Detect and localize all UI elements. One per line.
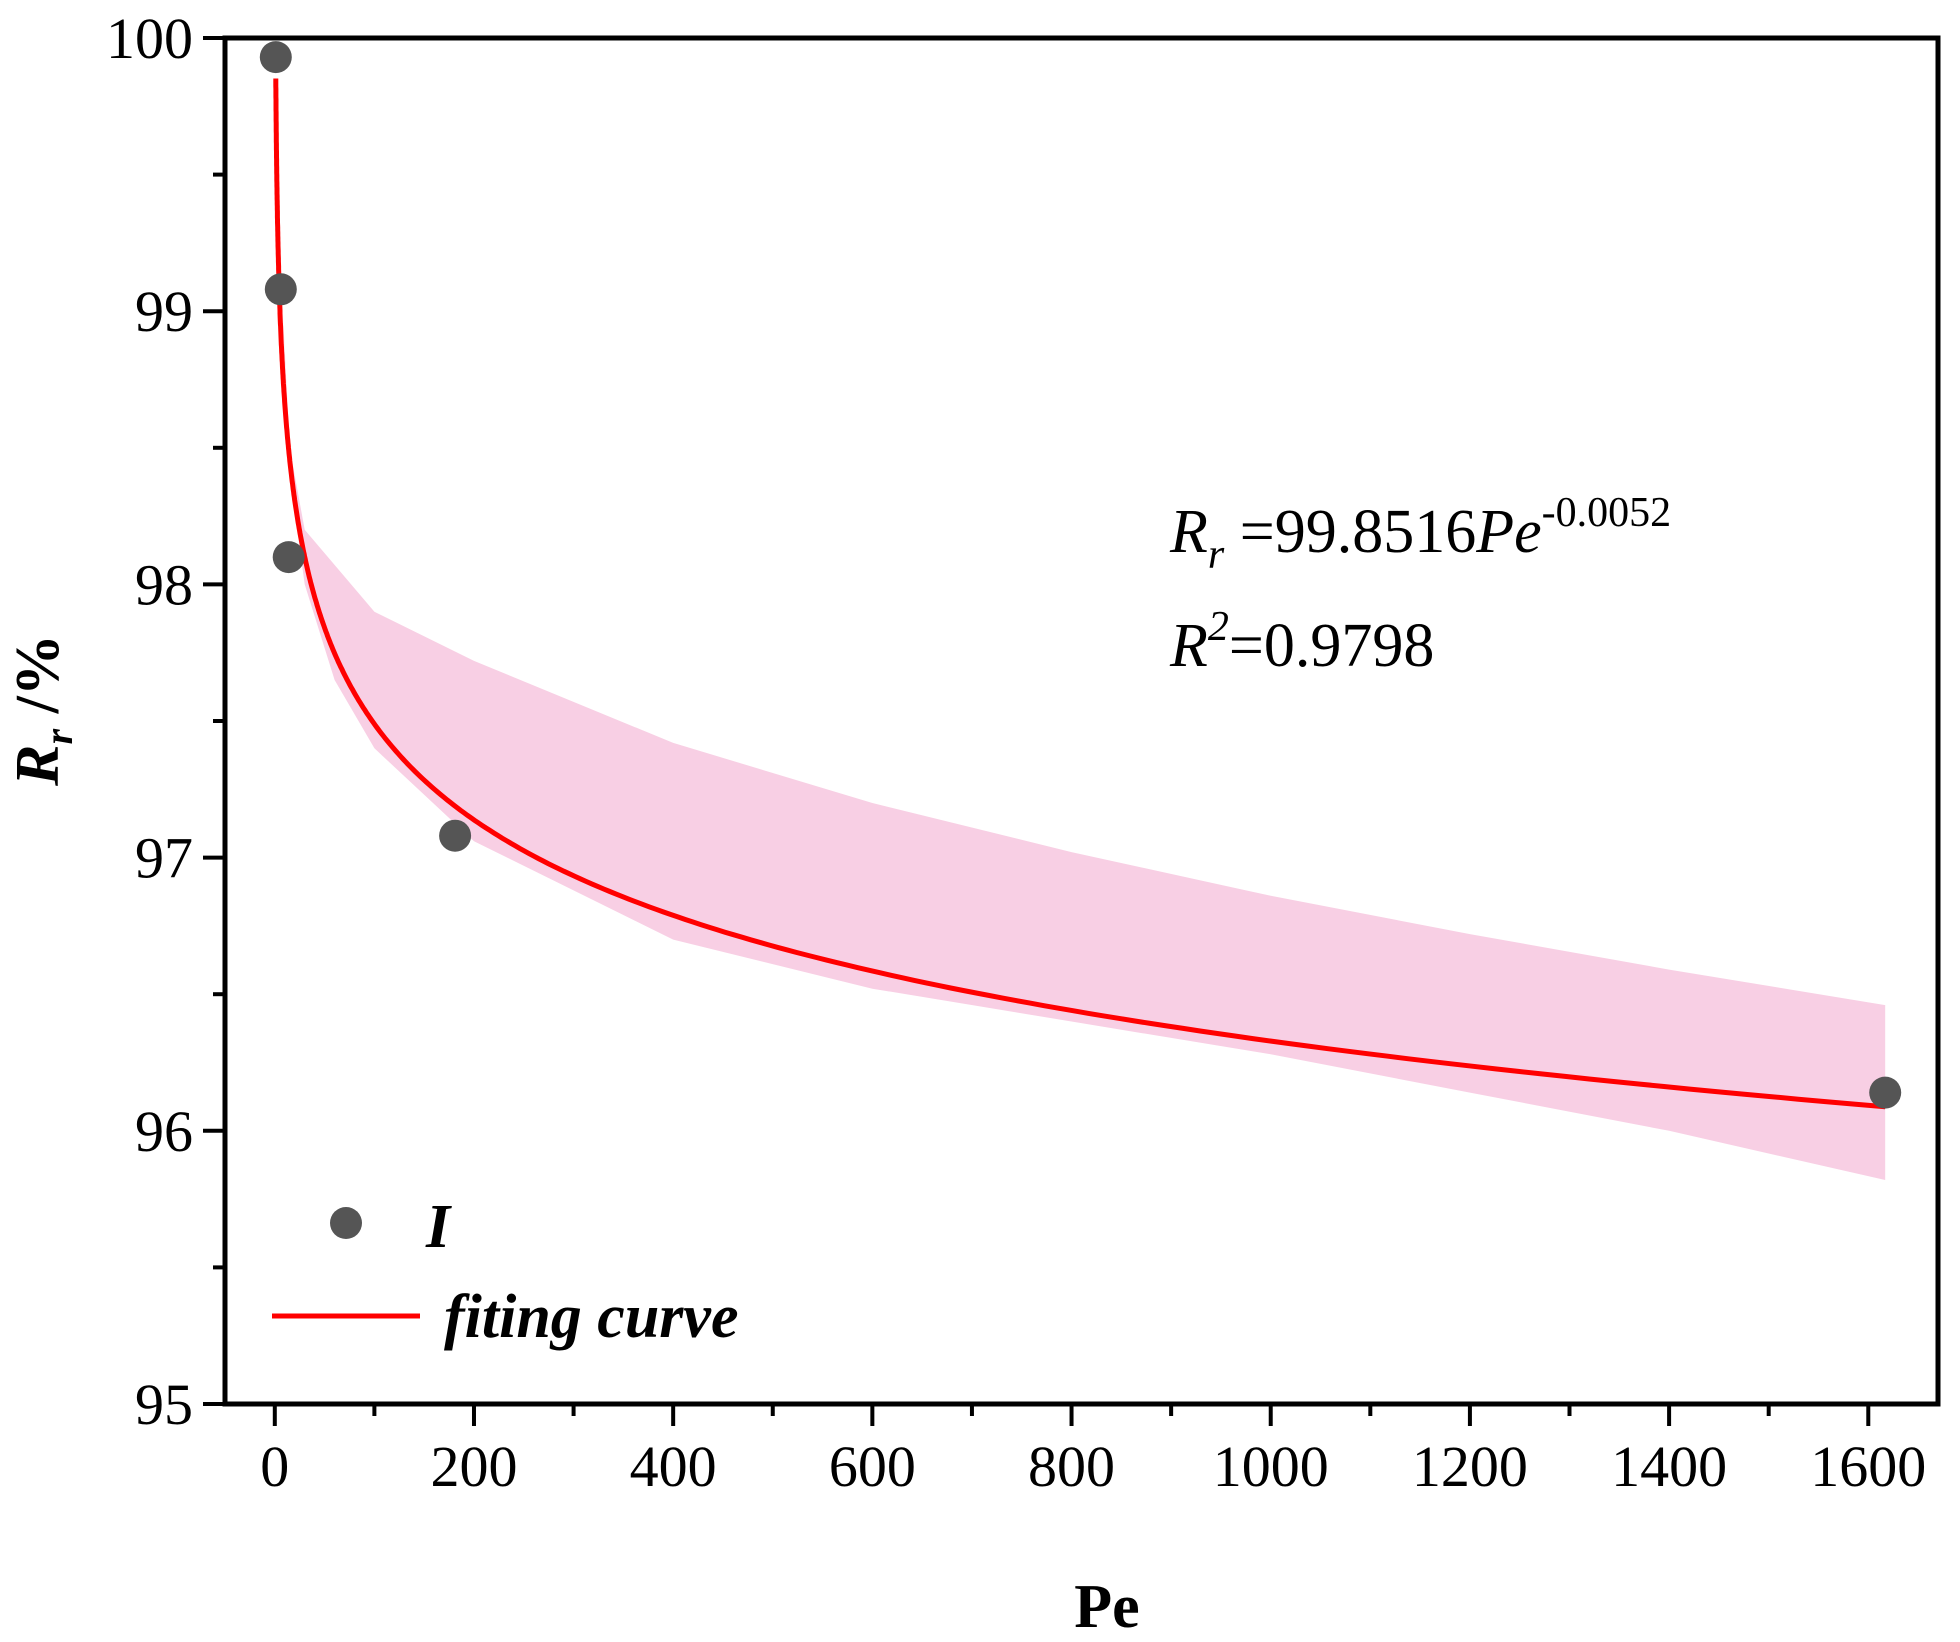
y-tick-label-3: 98 [135,552,193,617]
y-tick-label-1: 96 [135,1099,193,1164]
legend-label-line: fiting curve [444,1283,738,1351]
ticks-layer: 0 200 400 600 800 1000 1200 1400 1600 95 96 97 98 99 1… [106,6,1926,1499]
legend-marker-scatter [330,1207,362,1239]
data-point-4 [1869,1076,1902,1109]
y-axis-title: Rr /% [4,634,81,787]
x-tick-label-7: 1400 [1611,1434,1727,1499]
legend-label-scatter: I [425,1193,452,1261]
legend: I fiting curve [272,1193,738,1351]
x-tick-label-3: 600 [829,1434,916,1499]
y-tick-label-0: 95 [135,1372,193,1437]
x-tick-label-0: 0 [260,1434,289,1499]
x-tick-label-4: 800 [1028,1434,1115,1499]
x-tick-label-2: 400 [630,1434,717,1499]
fit-curve-line [273,78,1886,1110]
y-axis-title-unit: /% [4,634,72,729]
confidence-band-layer [282,311,1886,1180]
data-points-layer [259,41,1902,1109]
fit-equation: Rr =99.8516Pe-0.0052 R2=0.9798 [1169,490,1671,680]
data-point-3 [439,819,472,852]
y-tick-label-4: 99 [135,279,193,344]
equation-line-2: R2=0.9798 [1169,604,1434,680]
x-tick-label-5: 1000 [1213,1434,1329,1499]
y-tick-label-2: 97 [135,826,193,891]
x-tick-label-8: 1600 [1810,1434,1926,1499]
fit-curve-layer [273,78,1886,1110]
x-tick-label-1: 200 [430,1434,517,1499]
data-point-0 [259,41,292,74]
equation-line-1: Rr =99.8516Pe-0.0052 [1169,490,1671,578]
y-axis-title-sub: r [36,728,81,744]
y-tick-label-5: 100 [106,6,193,71]
data-point-1 [264,273,297,306]
data-point-2 [272,541,305,574]
confidence-band [282,311,1886,1180]
y-axis-title-main: R [4,744,72,786]
x-axis-title: Pe [1074,1573,1139,1641]
x-tick-label-6: 1200 [1412,1434,1528,1499]
